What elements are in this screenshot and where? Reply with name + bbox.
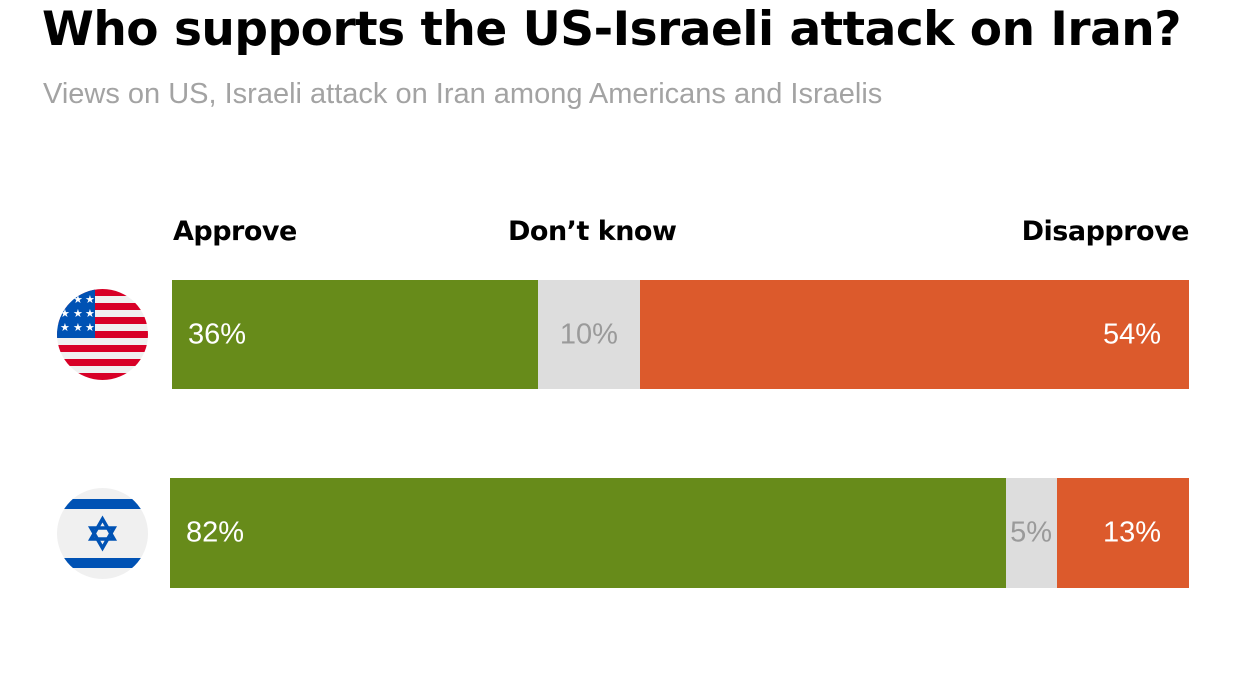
legend-dont-know: Don’t know [508,216,677,247]
svg-text:★: ★ [60,307,70,320]
chart-subtitle: Views on US, Israeli attack on Iran amon… [43,78,883,110]
data-label-disapprove: 54% [1102,318,1161,350]
us-flag-icon: ★ ★ ★ ★ ★ ★ ★ ★ ★ [57,289,148,380]
svg-text:★: ★ [73,307,83,320]
bar-segment-approve: 36% [172,280,539,389]
data-label-dont-know: 5% [1010,516,1053,549]
svg-text:★: ★ [85,321,95,334]
bar-segment-dont-know: 10% [538,280,640,389]
data-label-approve: 82% [186,516,245,549]
svg-text:★: ★ [85,293,95,306]
svg-text:★: ★ [85,307,95,320]
svg-text:★: ★ [60,321,70,334]
legend-disapprove: Disapprove [1021,216,1190,247]
bar-segment-dont-know: 5% [1005,478,1057,588]
bar-segment-approve: 82% [170,478,1006,588]
data-label-approve: 36% [188,318,247,350]
svg-text:★: ★ [60,293,70,306]
legend-approve: Approve [173,216,297,247]
israel-flag-icon [57,488,148,579]
bar-row-us: ★ ★ ★ ★ ★ ★ ★ ★ ★ 36% 10% 54% [0,280,1245,389]
data-label-disapprove: 13% [1102,516,1161,549]
bar-segment-disapprove: 54% [639,280,1189,389]
data-label-dont-know: 10% [559,318,618,350]
svg-text:★: ★ [73,293,83,306]
bar-segment-disapprove: 13% [1056,478,1189,588]
chart-title: Who supports the US-Israeli attack on Ir… [42,2,1182,57]
bar-row-israel: 82% 5% 13% [0,478,1245,588]
svg-text:★: ★ [73,321,83,334]
